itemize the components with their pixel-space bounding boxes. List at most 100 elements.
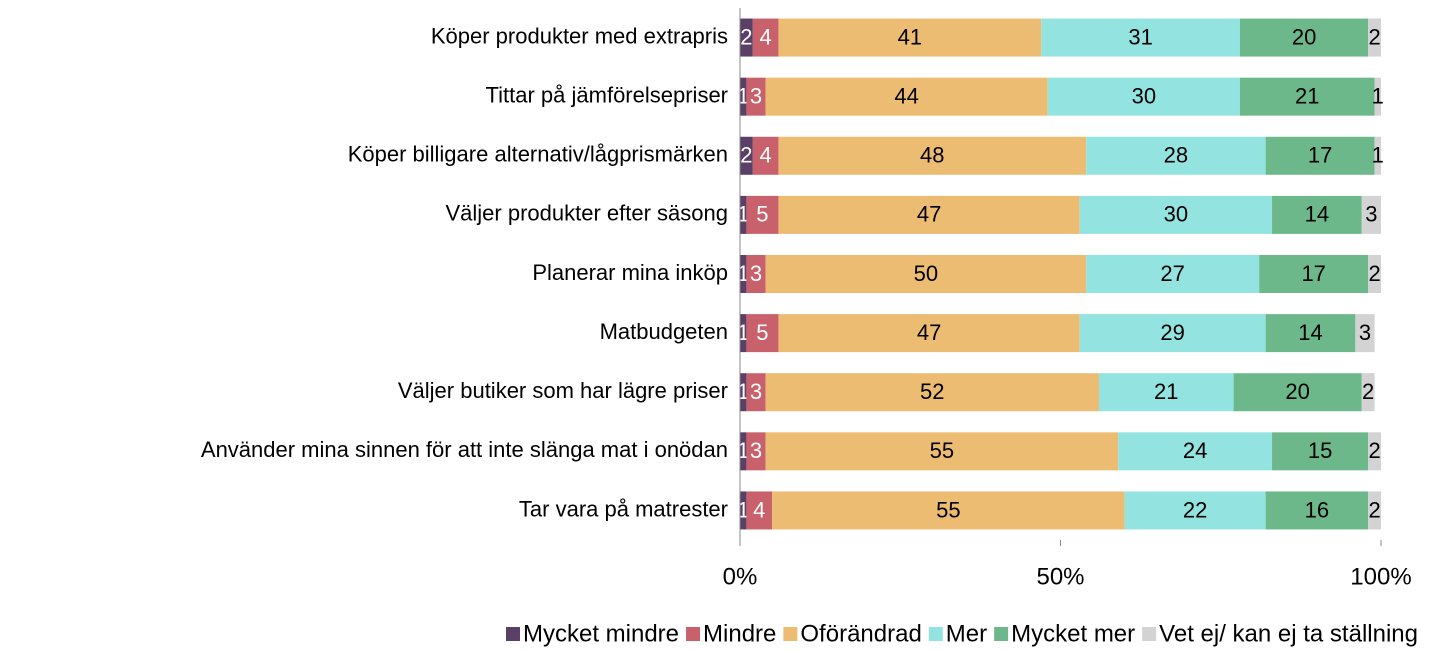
legend-label: Vet ej/ kan ej ta ställning (1159, 620, 1418, 647)
data-label: 3 (750, 379, 762, 404)
data-label: 1 (1372, 83, 1384, 108)
bar-segment (1098, 373, 1234, 412)
data-label: 16 (1305, 497, 1329, 522)
bar-segment (1265, 491, 1369, 530)
data-label: 5 (756, 320, 768, 345)
category-label: Väljer butiker som har lägre priser (398, 378, 728, 403)
bar-segment (1118, 432, 1273, 471)
data-label: 2 (740, 24, 752, 49)
data-label: 28 (1164, 143, 1188, 168)
bar-segment (740, 195, 747, 234)
bar-segment (740, 77, 747, 116)
data-label: 30 (1164, 202, 1188, 227)
data-label: 2 (1368, 497, 1380, 522)
x-tick-label: 0% (723, 563, 758, 590)
data-label: 20 (1285, 379, 1309, 404)
legend-label: Mycket mer (1011, 620, 1135, 647)
bar-segment (1374, 136, 1381, 175)
bar-segment (746, 255, 766, 293)
data-label: 1 (1372, 143, 1384, 168)
data-label: 24 (1183, 438, 1207, 463)
data-label: 20 (1292, 24, 1316, 49)
bar-segment (778, 195, 1080, 234)
data-label: 3 (750, 438, 762, 463)
legend-label: Mer (946, 620, 987, 647)
bar-segment (772, 491, 1125, 530)
bar-segment (1361, 195, 1381, 234)
bar-segment (746, 77, 766, 116)
bar-segment (778, 314, 1080, 353)
data-label: 55 (936, 497, 960, 522)
category-label: Matbudgeten (600, 319, 728, 344)
bar-segment (765, 432, 1119, 471)
bar-segment (746, 314, 779, 353)
bar-segment (740, 373, 747, 412)
data-label: 2 (1368, 261, 1380, 286)
bar-segment (1233, 373, 1362, 412)
bar-segment (1079, 195, 1273, 234)
legend-swatch (505, 627, 520, 641)
bar-segment (740, 18, 753, 57)
bar-segment (740, 136, 753, 175)
data-label: 30 (1132, 83, 1156, 108)
data-label: 5 (756, 202, 768, 227)
data-label: 52 (920, 379, 944, 404)
category-label: Tittar på jämförelsepriser (486, 82, 728, 107)
legend-label: Oförändrad (800, 620, 921, 647)
data-label: 41 (898, 24, 922, 49)
bar-segment (752, 136, 779, 175)
bar-segment (746, 432, 766, 471)
data-label: 44 (894, 83, 918, 108)
data-label: 48 (920, 143, 944, 168)
legend-swatch (686, 627, 701, 641)
bar-segment (1124, 491, 1266, 530)
bar-segment (746, 491, 773, 530)
bar-segment (765, 373, 1099, 412)
bar-segment (1259, 255, 1369, 293)
bar-segment (740, 491, 747, 530)
data-label: 17 (1301, 261, 1325, 286)
data-label: 14 (1305, 202, 1329, 227)
bar-segment (1041, 18, 1240, 57)
bar-segment (746, 373, 766, 412)
category-label: Köper produkter med extrapris (431, 23, 728, 48)
bar-segment (778, 18, 1042, 57)
data-label: 55 (930, 438, 954, 463)
data-label: 29 (1160, 320, 1184, 345)
bar-segment (1368, 18, 1381, 57)
data-label: 3 (750, 83, 762, 108)
bar-segment (746, 195, 779, 234)
data-label: 2 (740, 143, 752, 168)
bar-segment (752, 18, 779, 57)
data-label: 21 (1154, 379, 1178, 404)
bar-segment (1047, 77, 1240, 116)
bar-segment (1368, 491, 1381, 530)
data-label: 2 (1368, 24, 1380, 49)
bar-segment (1361, 373, 1375, 412)
bar-segment (1239, 18, 1369, 57)
category-label: Planerar mina inköp (532, 260, 728, 285)
data-label: 2 (1368, 438, 1380, 463)
data-label: 17 (1308, 143, 1332, 168)
bar-segment (1368, 255, 1381, 293)
category-label: Väljer produkter efter säsong (446, 201, 729, 226)
bar-segment (1272, 432, 1369, 471)
data-label: 3 (750, 261, 762, 286)
data-label: 3 (1365, 202, 1377, 227)
data-label: 47 (917, 202, 941, 227)
bar-segment (1374, 77, 1381, 116)
bar-segment (1265, 314, 1356, 353)
bar-segment (740, 314, 747, 353)
data-label: 50 (914, 261, 938, 286)
bar-segment (740, 255, 747, 293)
bar-segment (740, 432, 747, 471)
data-label: 14 (1298, 320, 1322, 345)
x-tick-label: 50% (1036, 563, 1084, 590)
bar-segment (1265, 136, 1375, 175)
bar-segment (765, 77, 1048, 116)
data-label: 3 (1359, 320, 1371, 345)
bar-segment (1355, 314, 1375, 353)
bar-segment (1079, 314, 1266, 353)
data-label: 31 (1128, 24, 1152, 49)
